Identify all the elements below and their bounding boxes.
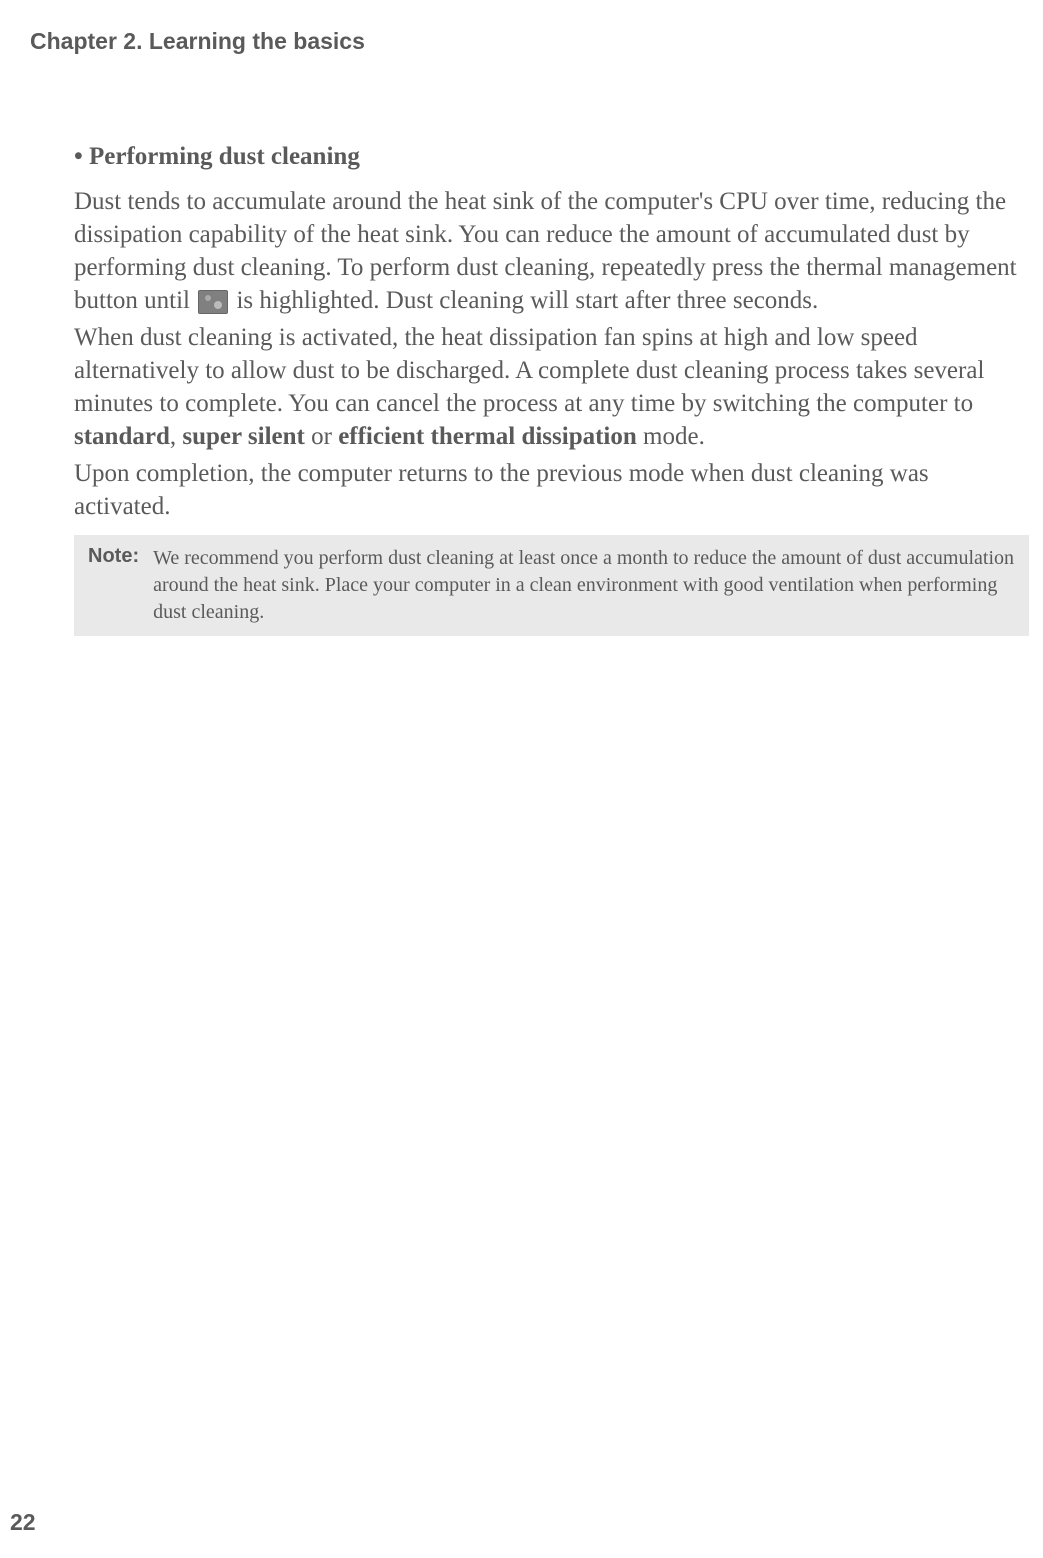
paragraph-1-text-b: is highlighted. Dust cleaning will start… bbox=[230, 287, 818, 314]
paragraph-2-text-a: When dust cleaning is activated, the hea… bbox=[74, 324, 984, 417]
note-label: Note: bbox=[88, 545, 153, 568]
sep-or: or bbox=[305, 423, 338, 450]
note-text: We recommend you perform dust cleaning a… bbox=[153, 545, 1015, 626]
paragraph-2: When dust cleaning is activated, the hea… bbox=[74, 321, 1029, 453]
sep-comma: , bbox=[170, 423, 183, 450]
chapter-header: Chapter 2. Learning the basics bbox=[30, 28, 1029, 55]
mode-super-silent: super silent bbox=[182, 423, 304, 450]
page-number: 22 bbox=[10, 1509, 36, 1536]
section-heading: • Performing dust cleaning bbox=[74, 143, 1029, 171]
mode-standard: standard bbox=[74, 423, 170, 450]
paragraph-2-text-b: mode. bbox=[637, 423, 705, 450]
mode-efficient: efficient thermal dissipation bbox=[338, 423, 637, 450]
content-area: • Performing dust cleaning Dust tends to… bbox=[30, 143, 1029, 636]
note-box: Note: We recommend you perform dust clea… bbox=[74, 535, 1029, 636]
paragraph-1: Dust tends to accumulate around the heat… bbox=[74, 185, 1029, 317]
dust-cleaning-icon bbox=[198, 290, 228, 314]
paragraph-3: Upon completion, the computer returns to… bbox=[74, 457, 1029, 523]
